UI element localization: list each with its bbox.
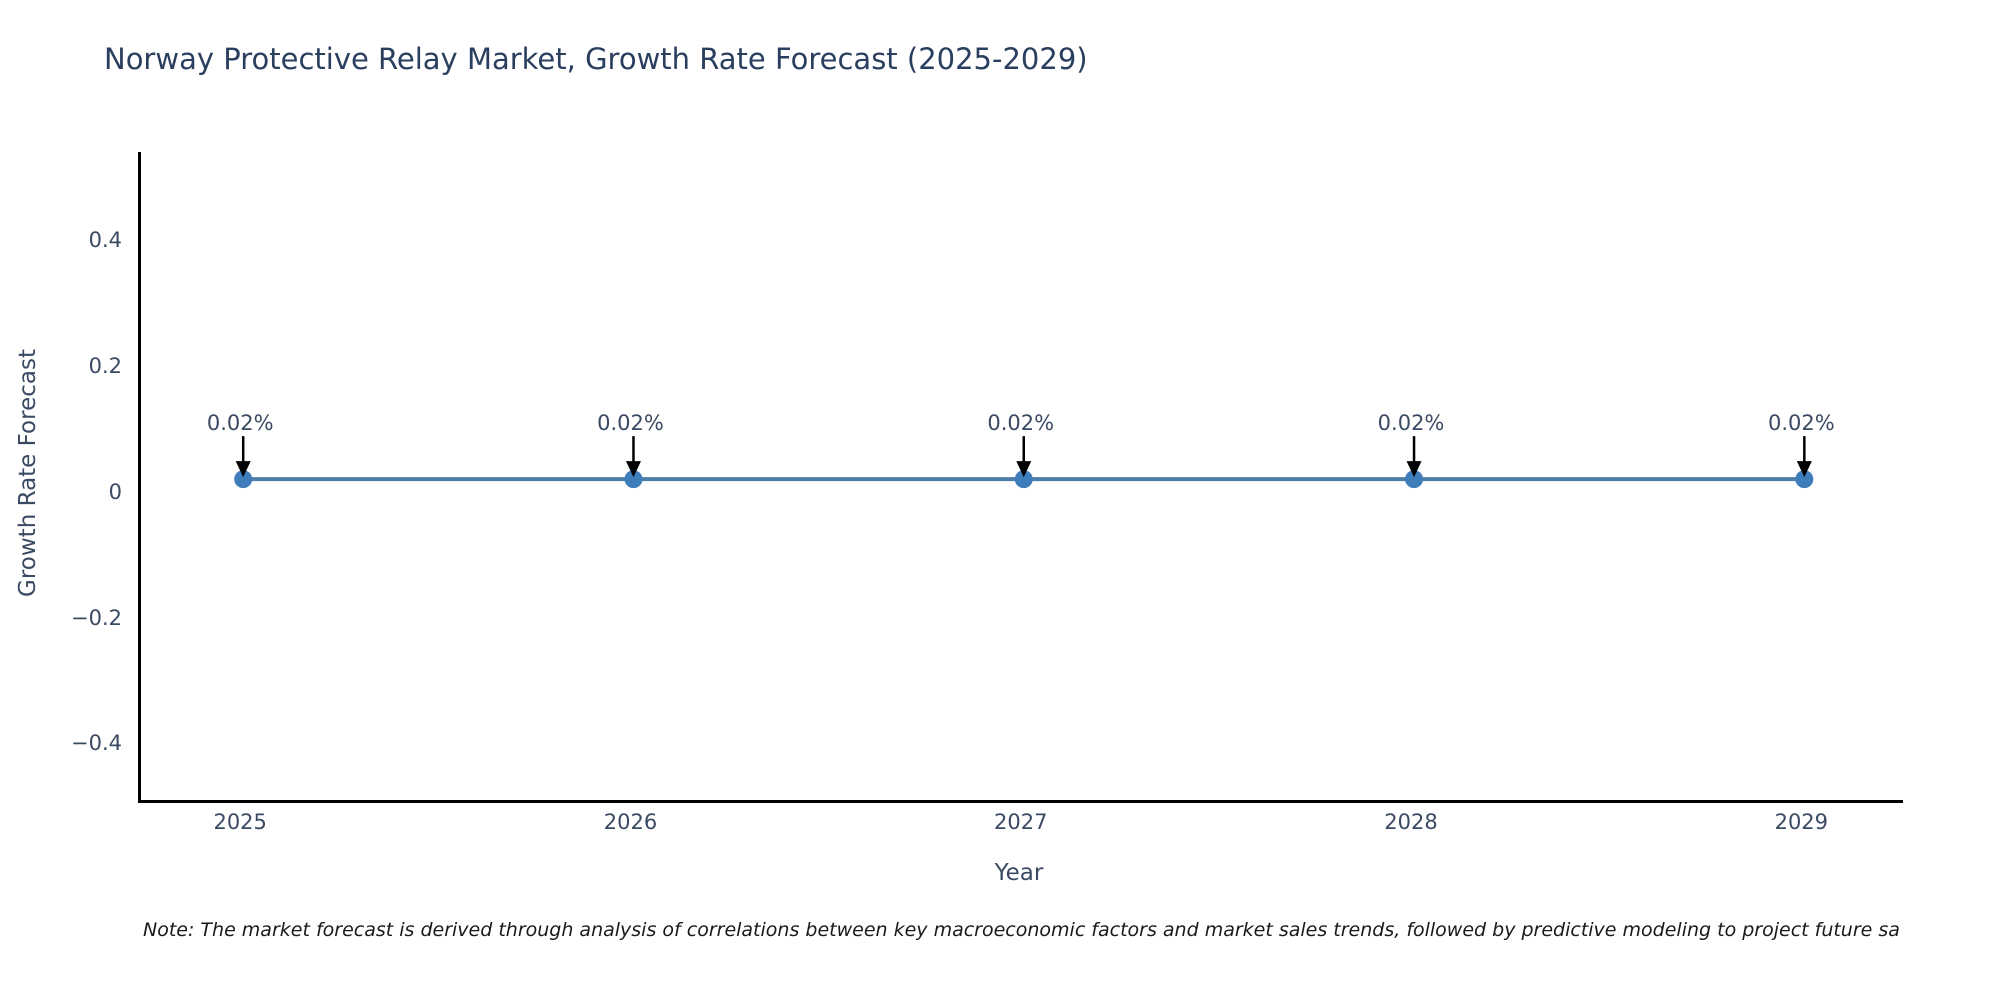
data-point-marker — [234, 470, 253, 489]
annotation-arrow-head — [1016, 461, 1032, 478]
data-point-value-label: 0.02% — [1377, 411, 1445, 436]
plot-area — [138, 152, 1903, 803]
data-point-value-label: 0.02% — [597, 411, 664, 436]
y-tick-label: −0.2 — [71, 605, 122, 630]
y-tick-label: 0 — [108, 479, 122, 504]
y-tick-label: 0.2 — [88, 353, 122, 378]
x-tick-label: 2029 — [1774, 810, 1829, 834]
data-point-value-label: 0.02% — [206, 411, 274, 436]
x-tick-label: 2026 — [603, 810, 658, 834]
line-series-canvas — [234, 436, 1814, 489]
data-point-marker — [1405, 470, 1424, 489]
x-axis-title: Year — [994, 860, 1044, 886]
x-tick-label: 2025 — [213, 810, 267, 834]
data-point-marker — [1795, 470, 1814, 489]
x-tick-label: 2028 — [1384, 810, 1438, 834]
y-tick-label: 0.4 — [88, 228, 122, 253]
data-point-marker — [624, 470, 643, 489]
annotation-arrow-head — [235, 461, 251, 478]
x-tick-label: 2027 — [994, 810, 1048, 834]
data-point-marker — [1014, 470, 1033, 489]
chart-title: Norway Protective Relay Market, Growth R… — [104, 42, 1088, 76]
footnote: Note: The market forecast is derived thr… — [143, 919, 1900, 941]
y-tick-label: −0.4 — [71, 731, 122, 756]
annotation-arrow-head — [1406, 461, 1422, 478]
data-point-value-label: 0.02% — [987, 411, 1055, 436]
data-point-value-label: 0.02% — [1767, 411, 1835, 436]
annotation-arrow-head — [625, 461, 641, 478]
annotation-arrow-head — [1796, 461, 1812, 478]
